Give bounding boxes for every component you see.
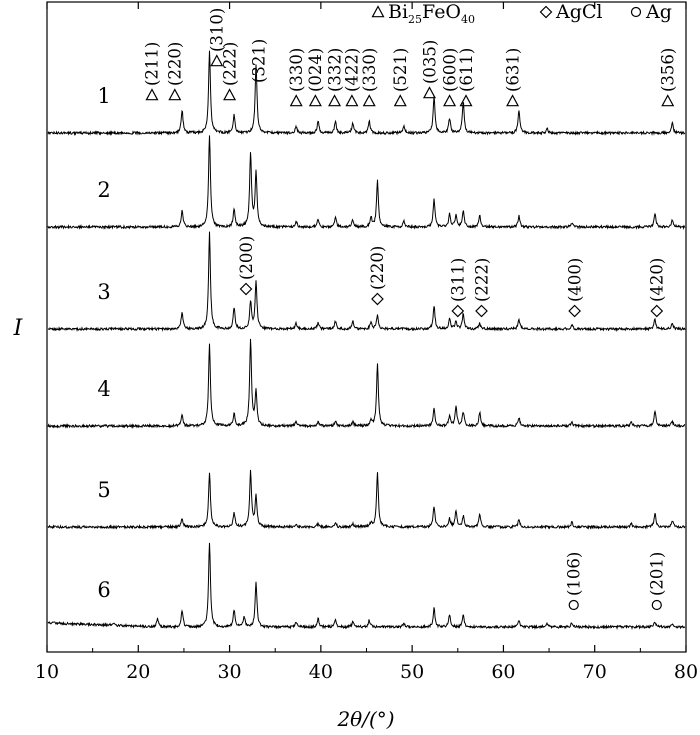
peak-label: (600) — [440, 48, 459, 92]
series-label: 3 — [97, 280, 110, 304]
annotations-group: (211) (220)(310)(222) (321) (330) (024) (332)… — [143, 8, 678, 611]
triangle-marker — [661, 94, 675, 107]
circle-marker — [568, 599, 579, 611]
series-label: 5 — [97, 478, 110, 502]
x-axis-label: 2θ/(°) — [336, 707, 394, 731]
triangle-marker — [443, 94, 457, 107]
peak-label: (220) — [166, 42, 185, 86]
peak-label: (035) — [420, 40, 439, 84]
legend-circle-symbol — [630, 6, 642, 18]
peak-label: (631) — [503, 48, 522, 92]
diamond-marker — [568, 304, 581, 318]
peak-label: (201) — [648, 552, 667, 596]
x-axis: 10 20 30 40 50 60 70 80 — [35, 2, 698, 683]
peak-label: (220) — [368, 246, 387, 290]
triangle-marker — [145, 88, 159, 101]
triangle-marker — [289, 94, 303, 107]
series-line-1 — [47, 50, 686, 137]
peak-label: (211) — [143, 42, 162, 86]
x-tick-label: 60 — [491, 661, 515, 683]
series-line-3 — [48, 231, 686, 333]
x-tick-label: 20 — [126, 661, 150, 683]
x-tick-label: 50 — [400, 661, 424, 683]
circle-marker — [651, 599, 662, 611]
series-line-6 — [47, 542, 686, 631]
triangle-marker — [506, 94, 520, 107]
peak-label: (200) — [237, 236, 256, 280]
legend-entry: AgCl — [555, 1, 603, 23]
peak-label: (330) — [287, 48, 306, 92]
x-tick-label: 30 — [217, 661, 241, 683]
series-label: 6 — [97, 578, 110, 602]
series-label: 1 — [97, 84, 110, 108]
triangle-marker — [362, 94, 376, 107]
triangle-marker — [210, 54, 224, 67]
peak-label: (024) — [306, 48, 325, 92]
series-line-2 — [47, 135, 686, 231]
triangle-marker — [168, 88, 182, 101]
triangle-marker — [393, 94, 407, 107]
triangle-marker — [345, 94, 359, 107]
series-line-5 — [47, 469, 686, 530]
legend-entry: Bi25FeO40 — [388, 1, 475, 26]
peak-label: (420) — [648, 258, 667, 302]
triangle-marker — [459, 94, 473, 107]
peak-label: (222) — [472, 258, 491, 302]
diamond-marker — [239, 282, 253, 296]
x-tick-label: 10 — [35, 661, 59, 683]
legend-entry: Ag — [645, 1, 672, 23]
peak-label: (106) — [564, 552, 583, 596]
x-tick-label: 40 — [309, 661, 333, 683]
triangle-marker — [422, 86, 436, 99]
peak-label: (321) — [250, 39, 269, 83]
diamond-marker — [475, 304, 488, 318]
diamond-marker — [371, 292, 384, 306]
series-label: 2 — [97, 178, 110, 202]
peak-label: (611) — [457, 48, 476, 92]
legend: Bi25FeO40 AgCl Ag — [371, 1, 672, 26]
peak-label: (330) — [360, 48, 379, 92]
peak-label: (332) — [325, 48, 344, 92]
triangle-marker — [328, 94, 342, 107]
legend-diamond-symbol — [539, 5, 553, 19]
peak-label: (222) — [220, 42, 239, 86]
x-tick-label: 80 — [674, 661, 698, 683]
peak-label: (356) — [659, 48, 678, 92]
x-tick-label: 70 — [583, 661, 607, 683]
peak-label: (310) — [208, 8, 227, 52]
traces-group: 1 2 3 4 5 6 — [47, 50, 686, 631]
legend-triangle-symbol — [371, 5, 385, 18]
triangle-marker — [308, 94, 322, 107]
series-label: 4 — [97, 377, 110, 401]
series-line-4 — [47, 338, 686, 430]
peak-label: (521) — [391, 48, 410, 92]
triangle-marker — [223, 88, 237, 101]
diamond-marker — [650, 304, 664, 318]
diamond-marker — [451, 304, 465, 318]
peak-label: (311) — [449, 258, 468, 302]
peak-label: (422) — [343, 48, 362, 92]
peak-label: (400) — [565, 258, 584, 302]
y-axis-label: I — [13, 316, 24, 341]
